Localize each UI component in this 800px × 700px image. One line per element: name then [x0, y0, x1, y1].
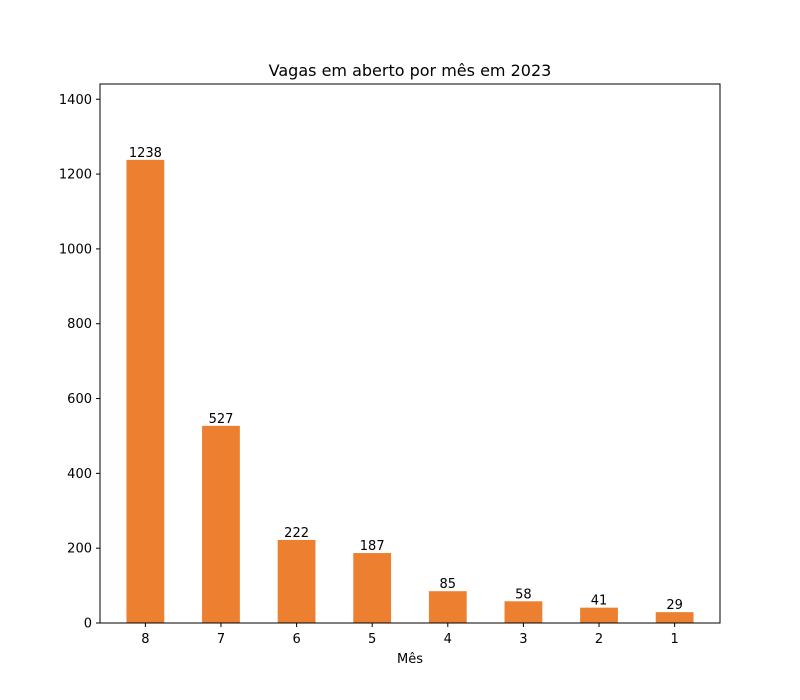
bar-6 — [277, 539, 316, 623]
x-tick-label-1: 1 — [670, 632, 678, 647]
data-label-6: 222 — [284, 526, 309, 541]
y-tick-label-1200: 1200 — [59, 168, 92, 183]
y-axis: 0 200 400 600 800 1000 1200 1400 — [59, 93, 100, 632]
x-tick-label-2: 2 — [595, 632, 603, 647]
data-label-5: 187 — [360, 539, 385, 554]
x-tick-label-7: 7 — [217, 632, 225, 647]
data-label-3: 58 — [515, 587, 532, 602]
data-label-2: 41 — [591, 594, 608, 609]
x-axis: 8 7 6 5 4 3 2 1 — [141, 623, 679, 647]
y-tick-label-1400: 1400 — [59, 93, 92, 108]
bar-5 — [353, 553, 392, 623]
x-tick-label-3: 3 — [519, 632, 527, 647]
data-label-1: 29 — [666, 598, 683, 613]
bar-8 — [126, 159, 165, 623]
plot-area-frame — [99, 83, 721, 624]
bar-4 — [428, 591, 467, 623]
data-label-7: 527 — [209, 412, 234, 427]
x-tick-label-4: 4 — [444, 632, 452, 647]
y-tick-label-200: 200 — [67, 542, 92, 557]
bar-1 — [655, 612, 694, 623]
y-tick-label-600: 600 — [67, 392, 92, 407]
data-label-8: 1238 — [129, 146, 162, 161]
y-tick-label-400: 400 — [67, 467, 92, 482]
chart-title: Vagas em aberto por mês em 2023 — [269, 61, 552, 80]
x-tick-label-6: 6 — [292, 632, 300, 647]
bar-7 — [202, 425, 240, 623]
bar-2 — [580, 607, 618, 623]
x-tick-label-8: 8 — [141, 632, 149, 647]
y-tick-label-800: 800 — [67, 317, 92, 332]
bars-group: 1238 527 222 187 85 58 41 29 — [126, 146, 694, 623]
x-axis-label: Mês — [397, 652, 423, 667]
y-tick-label-0: 0 — [84, 617, 92, 632]
bar-3 — [504, 601, 543, 623]
data-label-4: 85 — [440, 577, 457, 592]
y-tick-label-1000: 1000 — [59, 242, 92, 257]
x-tick-label-5: 5 — [368, 632, 376, 647]
